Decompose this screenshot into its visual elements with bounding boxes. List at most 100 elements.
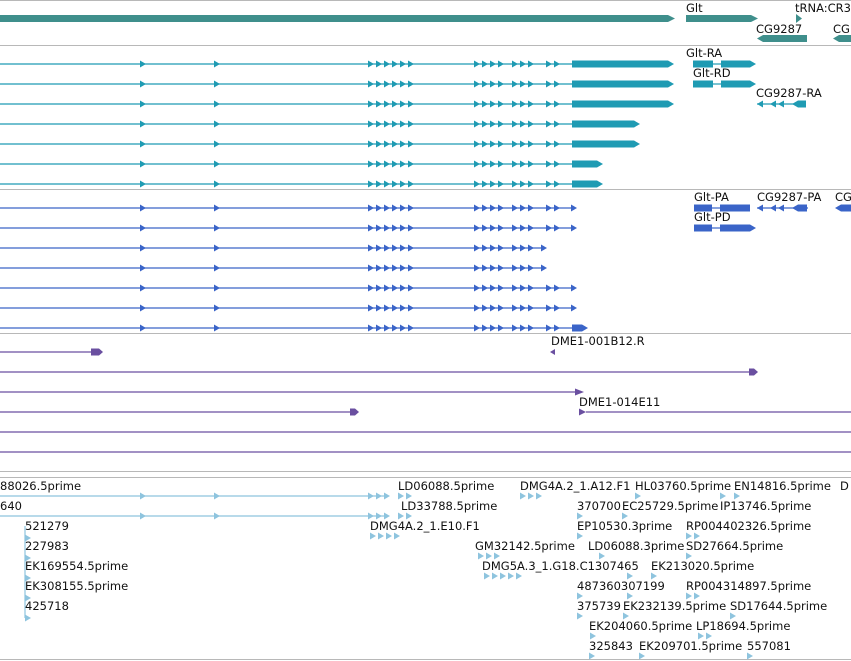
protein-exon-mark bbox=[482, 324, 488, 332]
protein-exon-mark bbox=[528, 324, 534, 332]
transcript-exon-mark bbox=[400, 140, 406, 148]
label-est: 521279 bbox=[25, 519, 69, 533]
transcript-exon-mark bbox=[368, 100, 374, 108]
transcript-exon-mark bbox=[490, 180, 496, 188]
label-est: SD27664.5prime bbox=[686, 539, 783, 553]
transcript-exon-mark bbox=[376, 140, 382, 148]
protein-exon-mark bbox=[392, 204, 398, 212]
protein-track[interactable] bbox=[0, 204, 851, 332]
transcript-exon-mark bbox=[512, 60, 518, 68]
gene-feature-cg-edge[interactable] bbox=[833, 35, 851, 42]
transcript-exon-mark bbox=[554, 80, 560, 88]
transcript-exon-mark bbox=[546, 160, 552, 168]
transcript-glt-rd[interactable] bbox=[693, 80, 756, 88]
transcript-exon-mark bbox=[214, 60, 220, 68]
est-track[interactable] bbox=[0, 492, 753, 660]
protein-exon-mark bbox=[482, 224, 488, 232]
transcript-exon-mark bbox=[546, 100, 552, 108]
protein-exon-mark bbox=[554, 284, 560, 292]
transcript-exon-mark bbox=[214, 160, 220, 168]
protein-exon-mark bbox=[554, 204, 560, 212]
label-est: DMG5A.3_1.G18.C1307465 bbox=[482, 559, 639, 573]
est-mark bbox=[747, 652, 753, 660]
label-transcript-cg9287-ra: CG9287-RA bbox=[756, 86, 822, 100]
label-est: EK232139.5prime bbox=[623, 599, 726, 613]
est-mark bbox=[686, 592, 692, 600]
transcript-exon-mark bbox=[528, 60, 534, 68]
protein-end-marks[interactable] bbox=[541, 204, 588, 332]
label-est: LD33788.5prime bbox=[401, 499, 497, 513]
transcript-exon-mark bbox=[512, 180, 518, 188]
protein-exon-mark bbox=[520, 244, 526, 252]
transcript-track[interactable] bbox=[0, 60, 806, 188]
label-est: LD06088.5prime bbox=[398, 479, 494, 493]
est-mark bbox=[492, 572, 498, 580]
transcript-exon-mark bbox=[376, 180, 382, 188]
transcript-exon-mark bbox=[498, 180, 504, 188]
label-est: LD06088.3prime bbox=[588, 539, 684, 553]
protein-exon-mark bbox=[400, 244, 406, 252]
transcript-exon-mark bbox=[498, 140, 504, 148]
protein-exon-mark bbox=[498, 264, 504, 272]
gene-feature-glt[interactable] bbox=[686, 15, 758, 22]
protein-cg-edge[interactable] bbox=[835, 204, 851, 212]
protein-exon-mark bbox=[512, 224, 518, 232]
label-est: EC25729.5prime bbox=[622, 499, 718, 513]
protein-cg9287-pa[interactable] bbox=[757, 204, 808, 212]
est-mark bbox=[577, 532, 583, 540]
protein-exon-mark bbox=[490, 324, 496, 332]
transcript-exon-mark bbox=[512, 120, 518, 128]
protein-exon-mark bbox=[498, 204, 504, 212]
transcript-exon-mark bbox=[384, 120, 390, 128]
transcript-cg9287-ra[interactable] bbox=[757, 100, 806, 108]
gene-feature-trna[interactable] bbox=[796, 14, 802, 23]
est-mark bbox=[639, 652, 645, 660]
gene-track[interactable] bbox=[0, 14, 851, 42]
clone-track[interactable] bbox=[0, 348, 851, 453]
protein-exon-mark bbox=[368, 304, 374, 312]
label-est: 325843 bbox=[589, 639, 633, 653]
est-mark bbox=[368, 492, 374, 500]
est-feature-marks[interactable] bbox=[25, 492, 753, 660]
transcript-exon-mark bbox=[368, 60, 374, 68]
gene-feature-main[interactable] bbox=[0, 15, 675, 22]
est-mark bbox=[370, 532, 376, 540]
protein-exon-mark bbox=[546, 304, 552, 312]
transcript-utr-blocks[interactable] bbox=[572, 60, 674, 188]
transcript-exon-mark bbox=[498, 100, 504, 108]
est-mark bbox=[376, 512, 382, 520]
protein-exon-mark bbox=[376, 304, 382, 312]
gene-feature-cg9287[interactable] bbox=[757, 35, 807, 42]
transcript-exon-mark bbox=[400, 180, 406, 188]
label-protein-glt-pa: Glt-PA bbox=[694, 190, 729, 204]
transcript-exon-mark bbox=[368, 120, 374, 128]
transcript-exon-mark bbox=[474, 100, 480, 108]
transcript-exon-mark bbox=[392, 80, 398, 88]
protein-exon-mark bbox=[214, 224, 220, 232]
label-est: EP10530.3prime bbox=[577, 519, 672, 533]
label-gene-cg9287: CG9287 bbox=[756, 22, 802, 36]
protein-exon-mark bbox=[408, 304, 414, 312]
protein-exon-mark bbox=[512, 264, 518, 272]
label-est: IP13746.5prime bbox=[720, 499, 811, 513]
protein-exon-mark bbox=[392, 264, 398, 272]
transcript-exon-mark bbox=[546, 140, 552, 148]
est-mark bbox=[25, 554, 31, 562]
transcript-exon-mark bbox=[214, 120, 220, 128]
label-est: RP004314897.5prime bbox=[686, 579, 811, 593]
transcript-exon-mark bbox=[546, 180, 552, 188]
transcript-exon-mark bbox=[520, 120, 526, 128]
protein-exon-mark bbox=[482, 304, 488, 312]
transcript-exon-mark bbox=[498, 160, 504, 168]
protein-exon-mark bbox=[474, 224, 480, 232]
transcript-glt-ra[interactable] bbox=[693, 60, 756, 68]
transcript-exon-mark bbox=[498, 120, 504, 128]
protein-glt-pa[interactable] bbox=[694, 224, 756, 232]
protein-exon-mark bbox=[400, 284, 406, 292]
protein-glt-pd[interactable] bbox=[694, 204, 750, 212]
transcript-exon-mark bbox=[546, 60, 552, 68]
protein-exon-mark bbox=[140, 324, 146, 332]
protein-exon-mark bbox=[214, 264, 220, 272]
transcript-exon-marks bbox=[140, 60, 560, 188]
